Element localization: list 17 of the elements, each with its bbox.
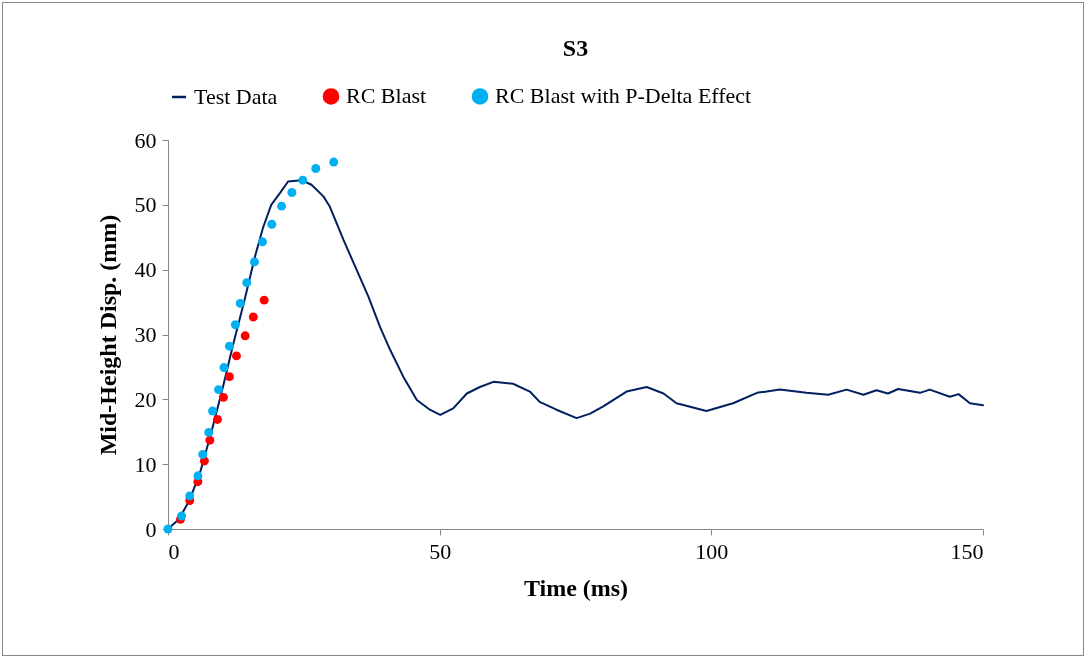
chart-title: S3 — [562, 35, 589, 61]
x-tick-label: 50 — [429, 538, 452, 564]
legend-label: Test Data — [194, 84, 278, 109]
y-tick-label: 20 — [134, 386, 157, 412]
x-tick-label: 0 — [168, 538, 180, 564]
x-axis-title: Time (ms) — [523, 574, 629, 601]
y-tick-label: 50 — [134, 192, 157, 218]
y-tick-label: 40 — [134, 257, 157, 283]
legend-label: RC Blast — [346, 83, 427, 109]
y-axis-title: Mid-Height Disp. (mm) — [94, 214, 121, 456]
x-tick-label: 150 — [950, 538, 984, 564]
y-tick-label: 60 — [134, 127, 157, 153]
x-tick-label: 100 — [695, 538, 729, 564]
y-tick-label: 30 — [134, 322, 157, 347]
y-tick-label: 10 — [134, 451, 157, 477]
y-tick-label: 0 — [145, 516, 157, 542]
legend-label: RC Blast with P-Delta Effect — [495, 83, 752, 109]
